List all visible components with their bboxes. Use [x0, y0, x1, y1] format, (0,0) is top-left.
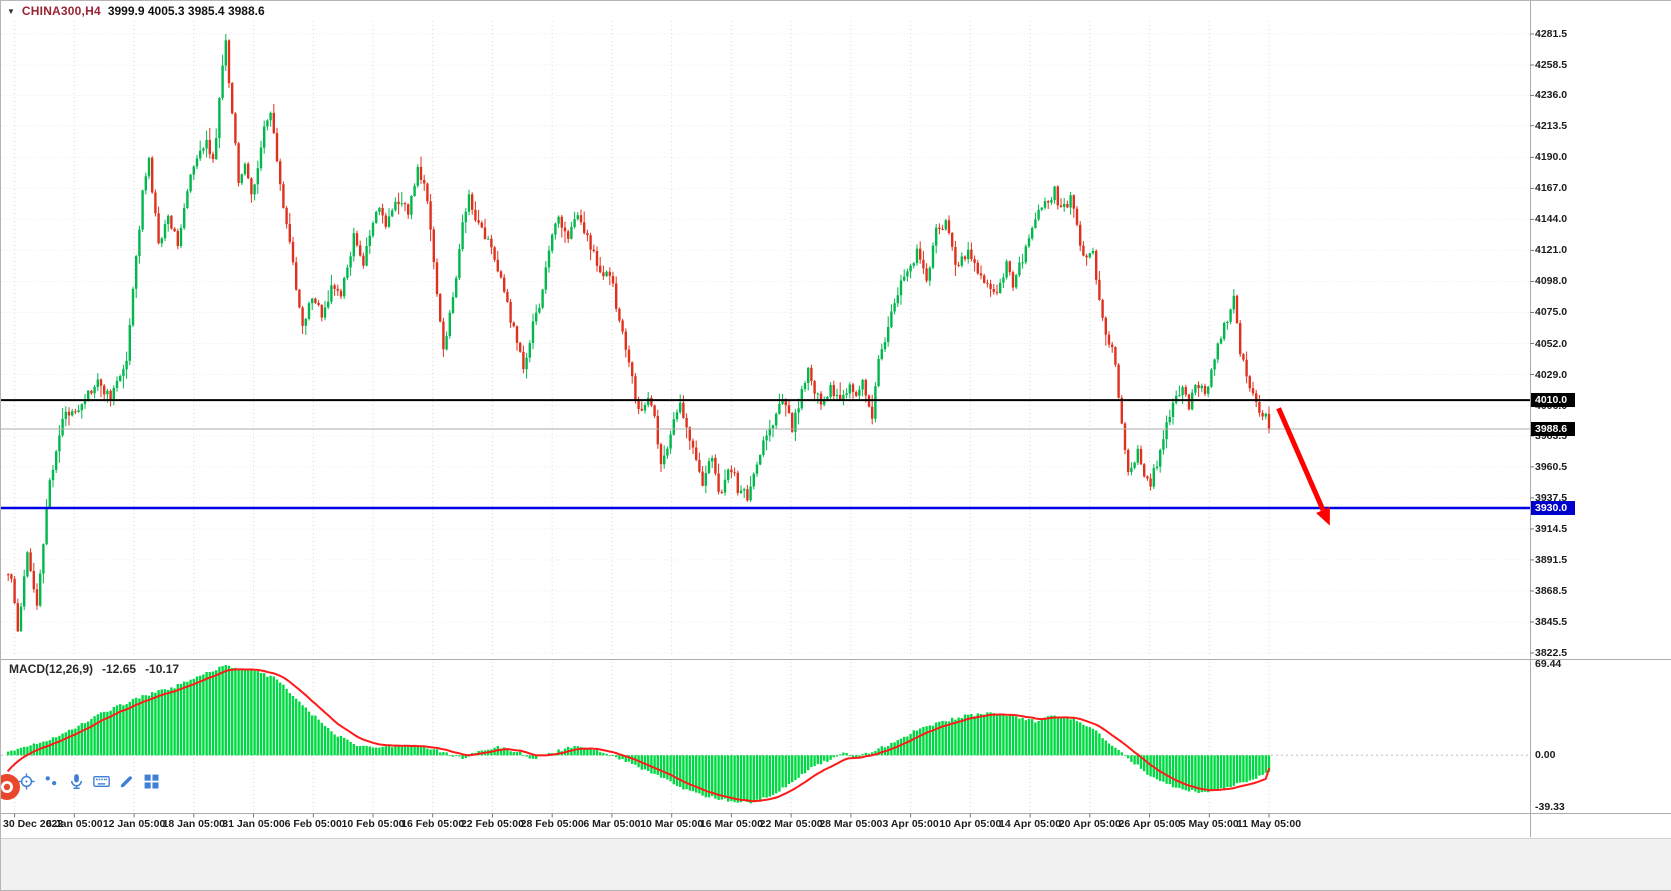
price-tick-label: 4281.5	[1535, 28, 1568, 40]
microphone-icon[interactable]	[68, 773, 85, 790]
grid-lines	[1, 21, 1530, 811]
macd-value: -12.65	[102, 662, 137, 676]
time-axis-label: 11 May 05:00	[1236, 818, 1302, 830]
app-logo-icon[interactable]	[0, 772, 22, 802]
time-axis-label: 6 Feb 05:00	[284, 818, 342, 830]
price-tick-label: 3960.5	[1535, 460, 1568, 473]
time-axis-label: 26 Apr 05:00	[1118, 818, 1181, 830]
dots-icon[interactable]	[43, 773, 60, 790]
time-axis-label: 6 Mar 05:00	[583, 818, 641, 830]
price-tick-label: 4213.5	[1535, 119, 1568, 132]
overlay-toolbar	[18, 773, 160, 790]
resistance-line-badge: 4010.0	[1531, 393, 1575, 408]
macd-indicator-label: MACD(12,26,9) -12.65 -10.17	[9, 662, 179, 676]
time-axis-label: 3 Apr 05:00	[882, 818, 939, 830]
time-axis-label: 31 Jan 05:00	[222, 818, 285, 830]
price-tick-label: 3868.5	[1535, 584, 1568, 597]
apps-grid-icon[interactable]	[143, 773, 160, 790]
macd-tick-label: -39.33	[1535, 801, 1565, 813]
price-tick-label: 4052.0	[1535, 337, 1568, 350]
bid-price-badge: 3988.6	[1531, 422, 1575, 436]
time-axis-label: 22 Mar 05:00	[759, 818, 823, 830]
price-tick-label: 4236.0	[1535, 89, 1568, 102]
price-tick-label: 4075.0	[1535, 306, 1568, 319]
keyboard-icon[interactable]	[93, 773, 110, 790]
macd-name: MACD(12,26,9)	[9, 662, 94, 676]
ohlc-values: 3999.9 4005.3 3985.4 3988.6	[107, 4, 265, 18]
time-axis-label: 18 Jan 05:00	[162, 818, 226, 830]
price-tick-label: 4167.0	[1535, 182, 1568, 195]
trend-arrow-annotation[interactable]	[1276, 407, 1330, 526]
macd-histogram	[7, 665, 1271, 804]
time-axis[interactable]: 30 Dec 2022 6 Jan 05:00 12 Jan 05:00 18 Jan…	[1, 814, 1671, 837]
price-tick-label: 4190.0	[1535, 151, 1568, 164]
crosshair-icon[interactable]	[18, 773, 35, 790]
time-axis-label: 12 Jan 05:00	[102, 818, 166, 830]
macd-tick-label: 0.00	[1535, 749, 1556, 762]
price-tick-label: 4098.0	[1535, 275, 1568, 288]
price-tick-label: 4258.5	[1535, 59, 1568, 72]
price-tick-label: 4029.0	[1535, 368, 1568, 381]
time-axis-label: 28 Mar 05:00	[819, 818, 883, 830]
price-axis[interactable]: 4281.5 4258.5 4236.0 4213.5 4190.0 4167.0 4144…	[1531, 1, 1671, 837]
time-axis-label: 30 Dec 2022	[3, 818, 64, 830]
horizontal-price-lines[interactable]	[1, 399, 1530, 510]
price-tick-label: 4121.0	[1535, 244, 1568, 257]
candlestick-series	[7, 34, 1271, 632]
dropdown-arrow-icon[interactable]: ▼	[7, 6, 15, 16]
support-line-badge: 3930.0	[1531, 501, 1575, 516]
price-tick-label: 4144.0	[1535, 213, 1568, 226]
bottom-margin	[1, 838, 1671, 890]
time-axis-label: 10 Mar 05:00	[640, 818, 704, 830]
time-axis-label: 16 Feb 05:00	[401, 818, 465, 830]
price-tick-label: 3822.5	[1535, 647, 1568, 659]
macd-signal-line	[7, 668, 1270, 803]
symbol-timeframe-label: CHINA300,H4	[21, 4, 101, 18]
time-axis-label: 5 May 05:00	[1179, 818, 1239, 830]
time-axis-label: 10 Feb 05:00	[341, 818, 405, 830]
time-axis-label: 22 Feb 05:00	[460, 818, 524, 830]
time-axis-label: 6 Jan 05:00	[46, 818, 103, 830]
macd-tick-label: 69.44	[1535, 658, 1562, 670]
price-tick-label: 3914.5	[1535, 522, 1568, 535]
price-tick-label: 3845.5	[1535, 615, 1568, 628]
macd-signal-value: -10.17	[145, 662, 180, 676]
time-axis-label: 14 Apr 05:00	[999, 818, 1062, 830]
time-axis-label: 16 Mar 05:00	[699, 818, 763, 830]
time-axis-label: 28 Feb 05:00	[520, 818, 584, 830]
time-axis-label: 10 Apr 05:00	[939, 818, 1002, 830]
price-tick-label: 3891.5	[1535, 553, 1568, 566]
marker-icon[interactable]	[118, 773, 135, 790]
price-tick-label: 3937.5	[1535, 491, 1568, 504]
time-axis-label: 20 Apr 05:00	[1058, 818, 1121, 830]
panel-separators	[1, 1, 1671, 837]
chart-symbol-header: ▼ CHINA300,H4 3999.9 4005.3 3985.4 3988.…	[7, 4, 265, 18]
